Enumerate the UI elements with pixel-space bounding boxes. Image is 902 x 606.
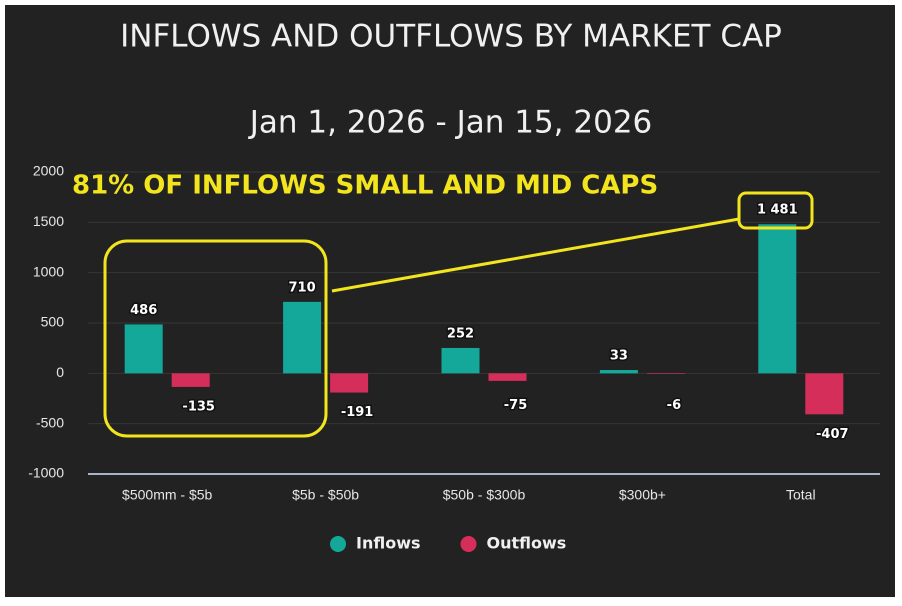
- legend-label: Outflows: [487, 534, 567, 553]
- x-tick-label: Total: [786, 487, 816, 503]
- bar: [441, 347, 480, 374]
- x-tick-label: $50b - $300b: [443, 487, 526, 503]
- legend-swatch: [330, 536, 346, 552]
- bar: [124, 324, 163, 374]
- chart-subtitle: Jan 1, 2026 - Jan 15, 2026: [248, 105, 653, 141]
- y-tick-label: -1000: [28, 465, 64, 481]
- highlight-box: [103, 239, 328, 438]
- bar: [805, 373, 844, 415]
- value-label: 710: [289, 280, 316, 295]
- x-tick-label: $300b+: [619, 487, 666, 503]
- value-label: -407: [816, 427, 849, 442]
- value-label: 252: [447, 326, 474, 341]
- y-tick-label: 1500: [33, 213, 64, 229]
- value-label: -6: [667, 398, 681, 413]
- bar: [488, 373, 527, 381]
- x-tick-label: $5b - $50b: [292, 487, 359, 503]
- bar: [330, 373, 369, 393]
- legend: Inflows Outflows: [330, 534, 566, 553]
- value-label: 33: [610, 349, 628, 364]
- chart-title: INFLOWS AND OUTFLOWS BY MARKET CAP: [120, 19, 782, 55]
- bar: [171, 373, 210, 387]
- value-label: -135: [182, 399, 215, 414]
- bar: [758, 224, 797, 374]
- value-label: -75: [504, 398, 528, 413]
- y-tick-label: 0: [56, 364, 64, 380]
- y-tick-label: -500: [36, 414, 64, 430]
- x-tick-label: $500mm - $5b: [122, 487, 212, 503]
- highlight-box: [737, 191, 814, 230]
- plot-area: -1000 -500 0 500 1000 1500 2000 $500mm - $5b 486…: [28, 163, 880, 503]
- y-tick-label: 2000: [33, 163, 64, 179]
- legend-swatch: [460, 536, 477, 552]
- legend-label: Inflows: [356, 534, 421, 553]
- bar: [283, 301, 322, 374]
- background: [5, 5, 895, 597]
- y-tick-label: 1000: [33, 263, 64, 279]
- bar: [646, 373, 685, 374]
- y-tick-label: 500: [41, 314, 65, 330]
- value-label: 486: [130, 303, 157, 318]
- value-label: -191: [341, 405, 374, 420]
- value-label: 1 481: [757, 203, 798, 218]
- annotation: 81% OF INFLOWS SMALL AND MID CAPS: [72, 171, 658, 201]
- bar: [599, 370, 638, 374]
- connector-line: [331, 217, 740, 293]
